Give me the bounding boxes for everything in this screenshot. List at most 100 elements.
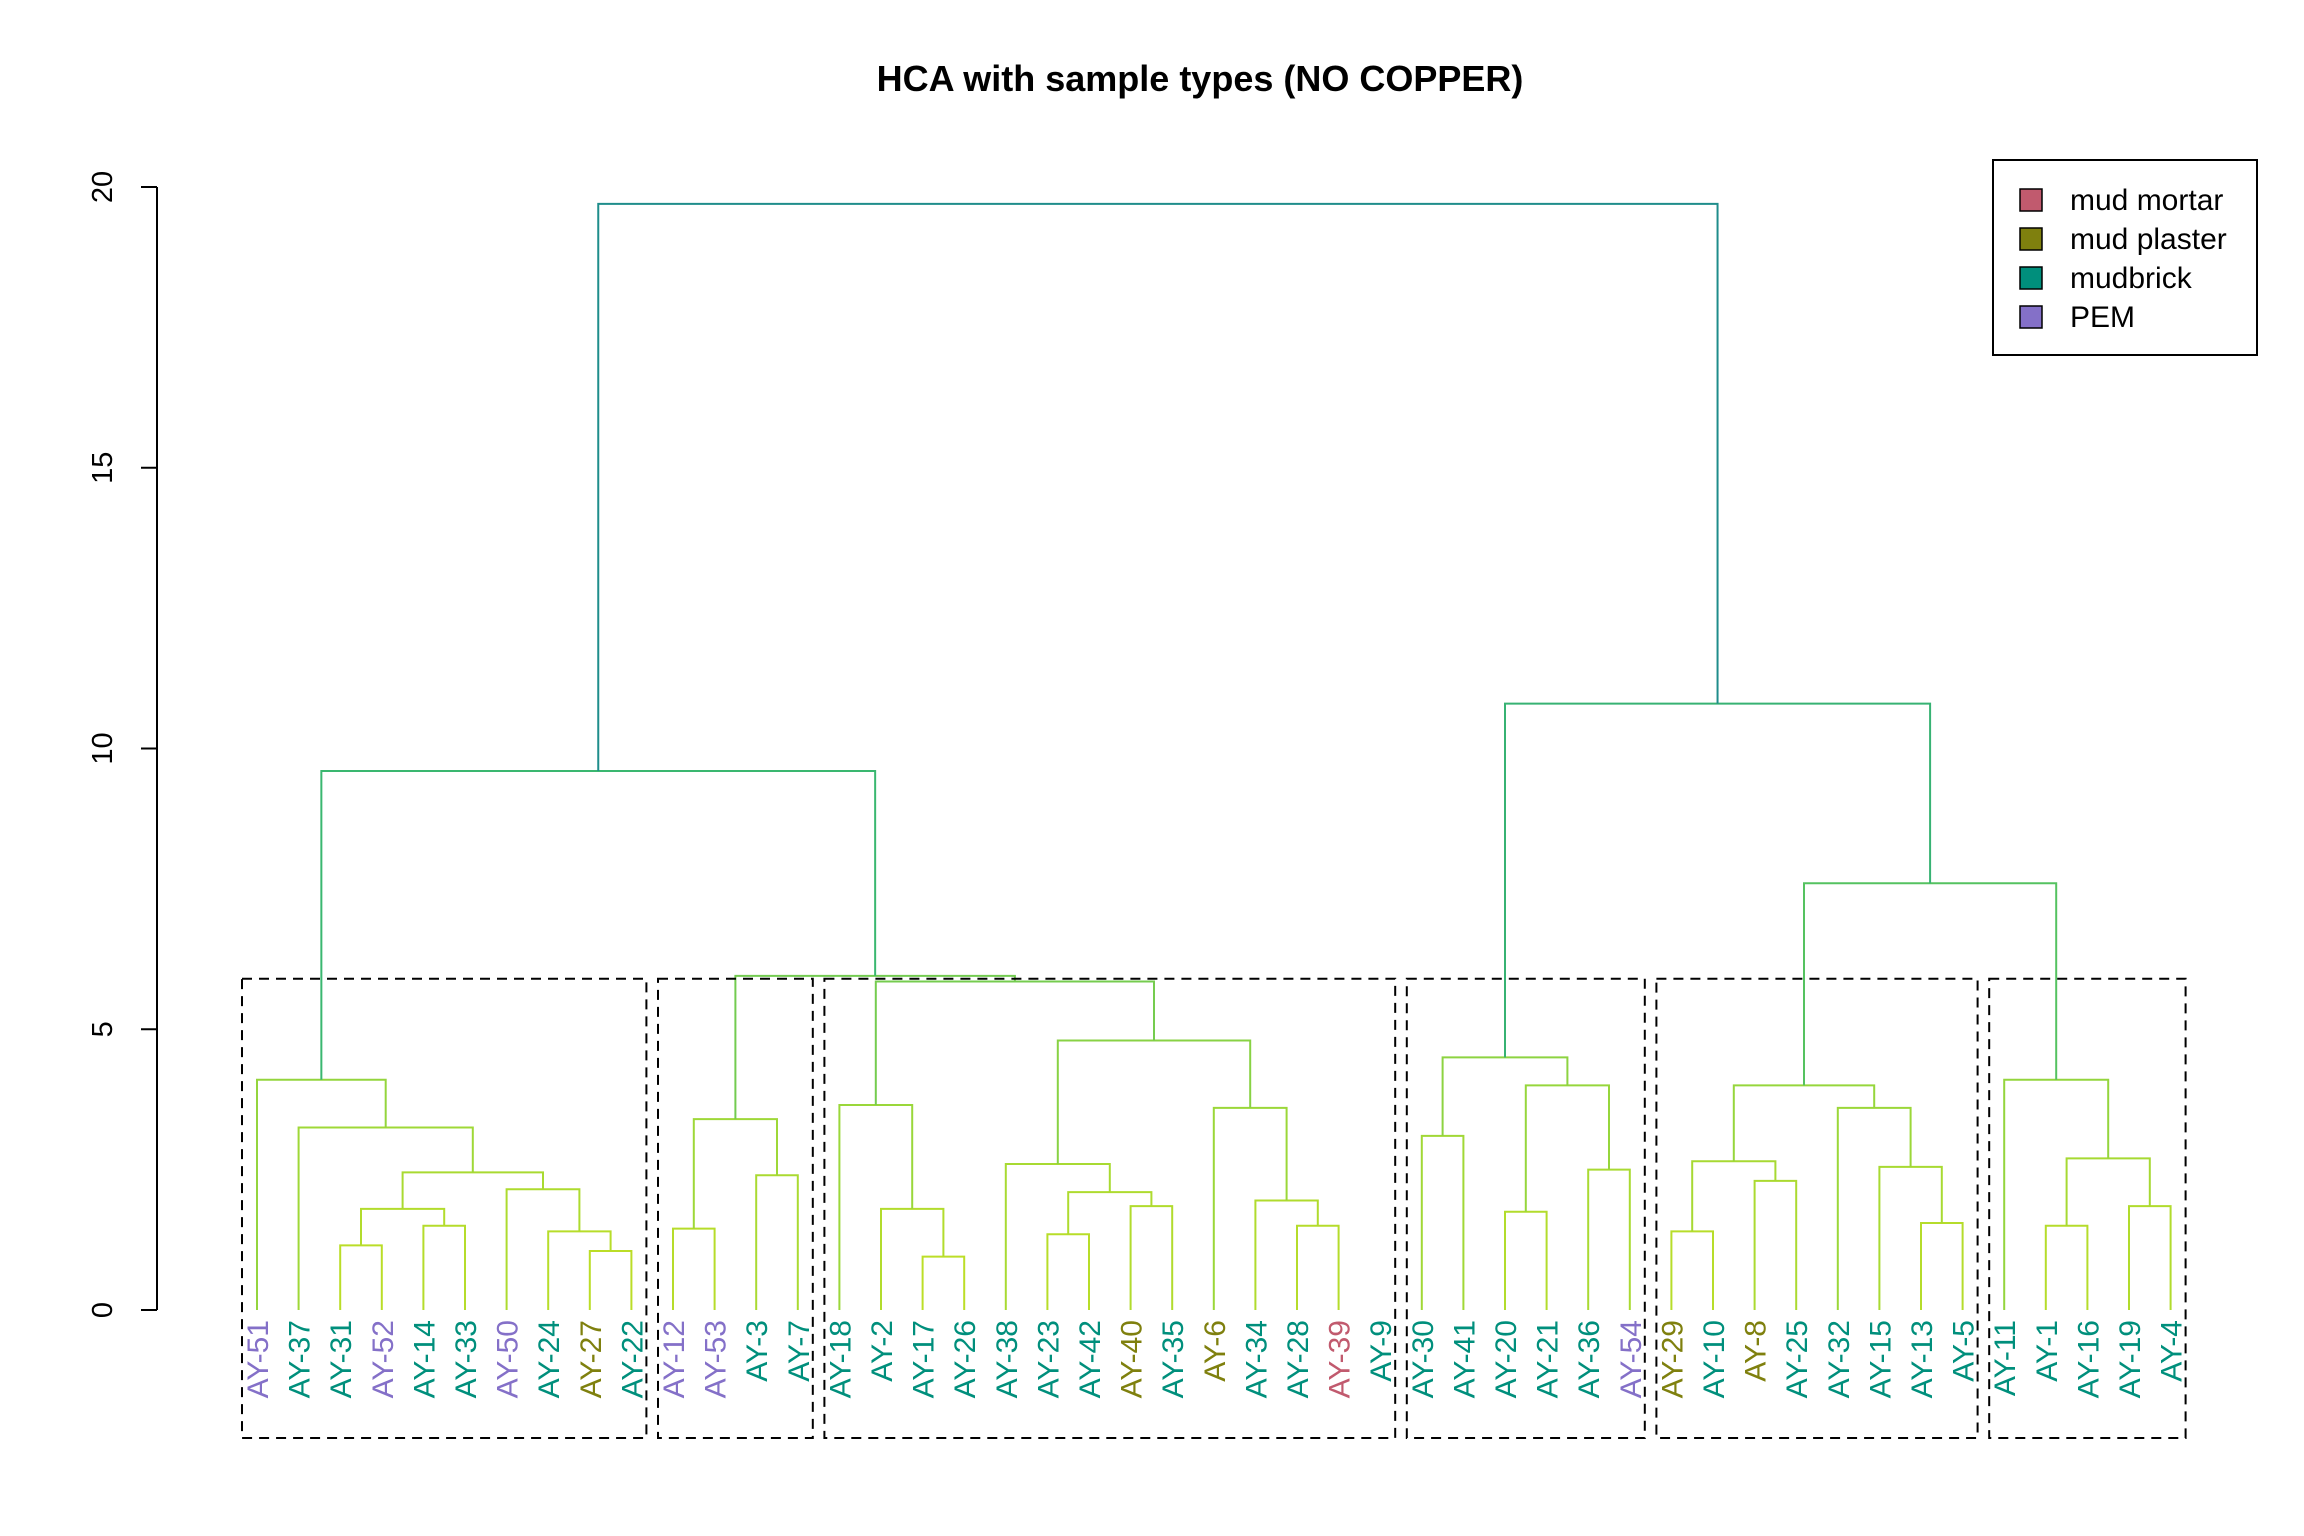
y-tick-label: 5	[87, 1021, 119, 1037]
leaf-labels: AY-51 AY-37 AY-31 AY-52 AY-14 AY-33 AY-50 AY-24…	[242, 1320, 2189, 1398]
legend-label: PEM	[2070, 301, 2135, 334]
leaf-label: AY-12	[658, 1320, 691, 1398]
dendrogram-branch	[401, 1171, 544, 1209]
cluster-box	[241, 977, 648, 1440]
leaf-label: AY-2	[866, 1320, 899, 1382]
dendrogram-branch	[1212, 1106, 1288, 1310]
dendrogram-branch	[1441, 1056, 1569, 1136]
y-tick-label: 20	[87, 171, 119, 203]
dendrogram-branch	[1129, 1205, 1174, 1310]
legend-swatch	[2019, 305, 2043, 329]
leaf-label: AY-16	[2072, 1320, 2105, 1398]
leaf-label: AY-27	[575, 1320, 608, 1398]
dendrogram-branch	[1878, 1165, 1943, 1310]
dendrogram-branch	[921, 1255, 966, 1310]
dendrogram-branch	[1836, 1106, 1912, 1310]
leaf-label: AY-1	[2031, 1320, 2064, 1382]
leaf-label: AY-3	[741, 1320, 774, 1382]
dendrogram-branch	[1056, 1039, 1252, 1165]
leaf-label: AY-23	[1032, 1320, 1065, 1398]
leaf-label: AY-4	[2156, 1320, 2189, 1382]
dendrogram-branches	[256, 202, 2172, 1310]
cluster-box	[657, 977, 814, 1440]
leaf-label: AY-24	[533, 1320, 566, 1398]
dendrogram-branch	[1004, 1163, 1111, 1310]
y-tick-label: 15	[87, 452, 119, 484]
leaf-label: AY-15	[1864, 1320, 1897, 1398]
dendrogram-branch	[1046, 1233, 1090, 1310]
leaf-label: AY-39	[1324, 1320, 1357, 1398]
cluster-box	[1655, 977, 1979, 1440]
cluster-box	[1988, 977, 2187, 1440]
leaf-label: AY-6	[1199, 1320, 1232, 1382]
legend-swatch	[2019, 227, 2043, 251]
dendrogram-branch	[1254, 1199, 1319, 1310]
dendrogram-branch	[1420, 1134, 1465, 1310]
dendrogram-branch	[1504, 702, 1932, 1058]
leaf-label: AY-21	[1532, 1320, 1565, 1398]
leaf-label: AY-36	[1573, 1320, 1606, 1398]
dendrogram-branch	[1732, 1084, 1876, 1162]
leaf-label: AY-53	[700, 1320, 733, 1398]
y-axis: 0 5 10 15 20	[87, 171, 158, 1318]
cluster-box	[823, 977, 1397, 1440]
dendrogram-branch	[422, 1224, 466, 1310]
cluster-box	[1405, 977, 1646, 1440]
leaf-label: AY-17	[908, 1320, 941, 1398]
leaf-label: AY-30	[1407, 1320, 1440, 1398]
leaf-label: AY-9	[1365, 1320, 1398, 1382]
dendrogram-branch	[1920, 1221, 1964, 1310]
legend-swatch	[2019, 188, 2043, 212]
leaf-label: AY-11	[1989, 1320, 2022, 1396]
legend-label: mud plaster	[2070, 223, 2227, 256]
leaf-label: AY-38	[991, 1320, 1024, 1398]
legend-label: mud mortar	[2070, 184, 2223, 217]
leaf-label: AY-50	[492, 1320, 525, 1398]
y-tick-label: 0	[87, 1302, 119, 1318]
y-tick-label: 10	[87, 732, 119, 764]
dendrogram-branch	[1803, 882, 2058, 1086]
chart-title: HCA with sample types (NO COPPER)	[877, 58, 1524, 99]
dendrogram-branch	[320, 769, 877, 1080]
legend-label: mudbrick	[2070, 262, 2193, 295]
leaf-label: AY-7	[783, 1320, 816, 1382]
dendrogram-branch	[2044, 1224, 2089, 1310]
dendrogram-branch	[874, 980, 1155, 1106]
dendrogram-branch	[256, 1078, 387, 1310]
dendrogram-branch	[1691, 1160, 1777, 1232]
leaf-label: AY-40	[1116, 1320, 1149, 1398]
leaf-label: AY-5	[1948, 1320, 1981, 1382]
dendrogram-branch	[297, 1126, 474, 1310]
dendrogram-branch	[1067, 1191, 1153, 1235]
dendrogram-branch	[1670, 1230, 1714, 1310]
leaf-label: AY-41	[1448, 1320, 1481, 1398]
leaf-label: AY-22	[616, 1320, 649, 1398]
leaf-label: AY-42	[1074, 1320, 1107, 1398]
dendrogram-branch	[2065, 1157, 2151, 1226]
dendrogram-branch	[505, 1188, 581, 1310]
leaf-label: AY-20	[1490, 1320, 1523, 1398]
leaf-label: AY-35	[1157, 1320, 1190, 1398]
leaf-label: AY-32	[1823, 1320, 1856, 1398]
dendrogram-branch	[1504, 1210, 1548, 1310]
dendrogram-branch	[1753, 1179, 1798, 1310]
leaf-label: AY-54	[1615, 1320, 1648, 1398]
dendrogram-branch	[880, 1207, 945, 1310]
leaf-label: AY-25	[1781, 1320, 1814, 1398]
dendrogram-branch	[672, 1227, 716, 1310]
legend-swatch	[2019, 266, 2043, 290]
dendrogram-branch	[2128, 1205, 2172, 1310]
dendrogram-branch	[1296, 1224, 1340, 1310]
cluster-boxes	[241, 977, 2187, 1440]
dendrogram-branch	[755, 1174, 799, 1310]
leaf-label: AY-37	[284, 1320, 317, 1398]
dendrogram-branch	[588, 1250, 633, 1310]
dendrogram-branch	[1524, 1084, 1610, 1212]
dendrogram-branch	[360, 1207, 446, 1246]
dendrogram-branch	[838, 1104, 914, 1310]
leaf-label: AY-29	[1656, 1320, 1689, 1398]
leaf-label: AY-51	[242, 1320, 275, 1398]
leaf-label: AY-52	[367, 1320, 400, 1398]
leaf-label: AY-26	[949, 1320, 982, 1398]
